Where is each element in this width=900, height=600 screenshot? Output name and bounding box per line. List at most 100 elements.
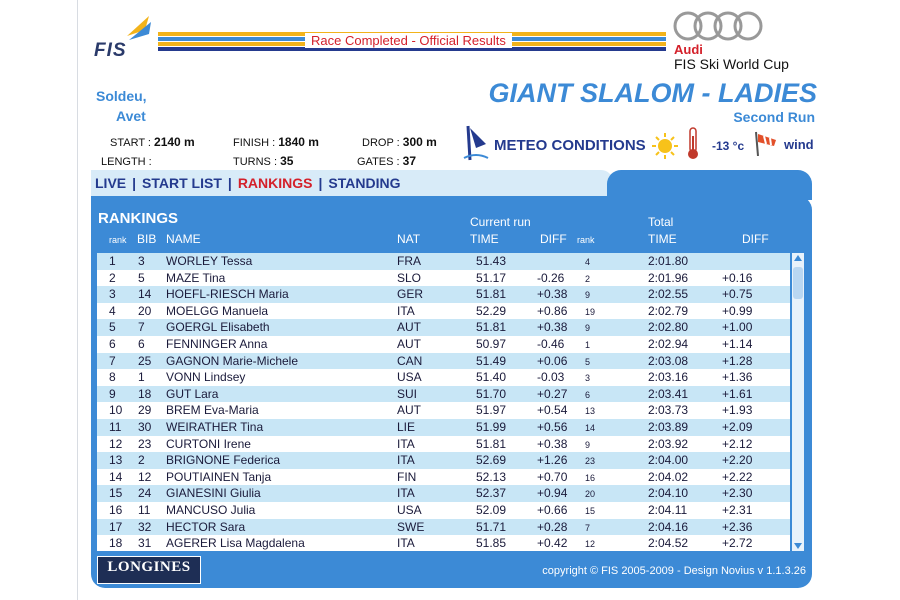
total-time-cell: 2:03.16: [648, 370, 689, 385]
rank-cell: 12: [109, 436, 123, 451]
nav-standing[interactable]: STANDING: [328, 175, 401, 191]
diff-cell: +1.26: [537, 453, 568, 468]
scroll-down-icon[interactable]: [794, 543, 802, 549]
table-row[interactable]: 12 23 CURTONI Irene ITA 51.81 +0.38 9 2:03.92 +2…: [97, 435, 790, 453]
rank-cell: 2: [109, 270, 116, 285]
time-cell: 51.81: [476, 287, 507, 302]
diff-cell: +0.42: [537, 536, 568, 551]
total-diff-cell: +1.36: [722, 370, 753, 385]
table-row[interactable]: 8 1 VONN Lindsey USA 51.40 -0.03 3 2:03.16 +1.36: [97, 369, 790, 386]
bib-cell: 29: [138, 403, 152, 418]
nav-rankings[interactable]: RANKINGS: [237, 175, 313, 191]
race-status: Race Completed - Official Results: [305, 33, 512, 48]
table-row[interactable]: 13 2 BRIGNONE Federica ITA 52.69 +1.26 23 2:04.…: [97, 452, 790, 469]
name-cell: BRIGNONE Federica: [166, 453, 281, 468]
total-time-cell: 2:02.55: [648, 287, 689, 302]
scroll-up-icon[interactable]: [794, 255, 802, 261]
nav-separator: |: [318, 175, 323, 191]
name-cell: MOELGG Manuela: [166, 303, 269, 318]
nat-cell: USA: [397, 502, 422, 517]
total-time-cell: 2:03.41: [648, 386, 689, 401]
total-diff-cell: +1.93: [722, 403, 753, 418]
diff-cell: +0.27: [537, 386, 568, 401]
total-time-cell: 2:03.89: [648, 419, 689, 434]
total-diff-cell: +1.00: [722, 320, 753, 335]
name-cell: WORLEY Tessa: [166, 254, 253, 268]
name-cell: HECTOR Sara: [166, 519, 246, 534]
nav-live[interactable]: LIVE: [95, 175, 127, 191]
rank-cell: 14: [109, 469, 123, 484]
time-cell: 52.29: [476, 303, 507, 318]
bib-cell: 32: [138, 519, 152, 534]
scroll-thumb[interactable]: [793, 267, 803, 299]
time-cell: 52.09: [476, 502, 507, 517]
total-diff-cell: +1.28: [722, 353, 753, 368]
bib-cell: 24: [138, 486, 152, 501]
rank-cell: 17: [109, 519, 123, 534]
total-time-cell: 2:03.92: [648, 436, 689, 451]
race-title: GIANT SLALOM - LADIES: [488, 78, 817, 108]
rank-cell: 1: [109, 254, 116, 268]
total-time-cell: 2:03.73: [648, 403, 689, 418]
table-row[interactable]: 1 3 WORLEY Tessa FRA 51.43 4 2:01.80: [97, 253, 790, 270]
run-rank-cell: 5: [585, 356, 591, 367]
windsock-icon: [755, 131, 776, 156]
total-diff-cell: +2.12: [722, 436, 753, 451]
table-row[interactable]: 6 6 FENNINGER Anna AUT 50.97 -0.46 1 2:02.94 +1.…: [97, 335, 790, 353]
bib-cell: 7: [138, 320, 145, 335]
total-time-cell: 2:03.08: [648, 353, 689, 368]
table-row[interactable]: 11 30 WEIRATHER Tina LIE 51.99 +0.56 14 2:03.89…: [97, 419, 790, 436]
rank-cell: 7: [109, 353, 116, 368]
rank-cell: 16: [109, 502, 123, 517]
diff-cell: +0.38: [537, 320, 568, 335]
stat-gates: GATES : 37: [357, 154, 417, 168]
nat-cell: USA: [397, 370, 422, 385]
table-row[interactable]: 7 25 GAGNON Marie-Michele CAN 51.49 +0.06 5 2:0…: [97, 353, 790, 370]
stat-start: START : 2140 m: [110, 135, 195, 149]
name-cell: HOEFL-RIESCH Maria: [166, 287, 289, 302]
table-row[interactable]: 15 24 GIANESINI Giulia ITA 52.37 +0.94 20 2:04.…: [97, 485, 790, 502]
rank-cell: 4: [109, 303, 116, 318]
total-diff-cell: +2.09: [722, 419, 753, 434]
rankings-title: RANKINGS: [98, 210, 179, 227]
header-name: NAME: [166, 232, 201, 246]
table-row[interactable]: 5 7 GOERGL Elisabeth AUT 51.81 +0.38 9 2:02.80 +…: [97, 319, 790, 336]
venue-line2: Avet: [116, 108, 146, 124]
flag-icon: [463, 125, 489, 161]
bib-cell: 3: [138, 254, 145, 268]
nat-cell: ITA: [397, 436, 415, 451]
table-row[interactable]: 16 11 MANCUSO Julia USA 52.09 +0.66 15 2:04.11 +…: [97, 501, 790, 519]
header-bib: BIB: [137, 232, 157, 246]
nav-start-list[interactable]: START LIST: [142, 175, 222, 191]
rank-cell: 5: [109, 320, 116, 335]
rank-cell: 15: [109, 486, 123, 501]
header-diff: DIFF: [540, 232, 567, 246]
table-row[interactable]: 9 18 GUT Lara SUI 51.70 +0.27 6 2:03.41 +1.61: [97, 386, 790, 403]
table-row[interactable]: 18 31 AGERER Lisa Magdalena ITA 51.85 +0.42 12…: [97, 535, 790, 551]
total-time-cell: 2:04.00: [648, 453, 689, 468]
wind-label: wind: [784, 137, 814, 152]
run-rank-cell: 14: [585, 422, 596, 433]
diff-cell: +0.38: [537, 287, 568, 302]
table-row[interactable]: 3 14 HOEFL-RIESCH Maria GER 51.81 +0.38 9 2:02.…: [97, 286, 790, 303]
bib-cell: 5: [138, 270, 145, 285]
time-cell: 52.69: [476, 453, 507, 468]
table-row[interactable]: 2 5 MAZE Tina SLO 51.17 -0.26 2 2:01.96 +0.16: [97, 269, 790, 287]
total-time-cell: 2:04.10: [648, 486, 689, 501]
time-cell: 51.70: [476, 386, 507, 401]
name-cell: POUTIAINEN Tanja: [166, 469, 272, 484]
name-cell: GUT Lara: [166, 386, 219, 401]
table-row[interactable]: 10 29 BREM Eva-Maria AUT 51.97 +0.54 13 2:03.73…: [97, 402, 790, 419]
main-nav: LIVE | START LIST | RANKINGS | STANDING: [95, 175, 400, 191]
table-row[interactable]: 14 12 POUTIAINEN Tanja FIN 52.13 +0.70 16 2:04.…: [97, 468, 790, 486]
nat-cell: ITA: [397, 486, 415, 501]
bib-cell: 30: [138, 419, 152, 434]
header-total-diff: DIFF: [742, 232, 769, 246]
total-time-cell: 2:04.52: [648, 536, 689, 551]
panel-tab-top: [607, 170, 812, 200]
bib-cell: 14: [138, 287, 152, 302]
table-row[interactable]: 17 32 HECTOR Sara SWE 51.71 +0.28 7 2:04.16 +2.3…: [97, 519, 790, 536]
rankings-scrollbar[interactable]: [792, 253, 804, 551]
table-row[interactable]: 4 20 MOELGG Manuela ITA 52.29 +0.86 19 2:02.79 +…: [97, 302, 790, 320]
header-total: Total: [648, 215, 674, 229]
